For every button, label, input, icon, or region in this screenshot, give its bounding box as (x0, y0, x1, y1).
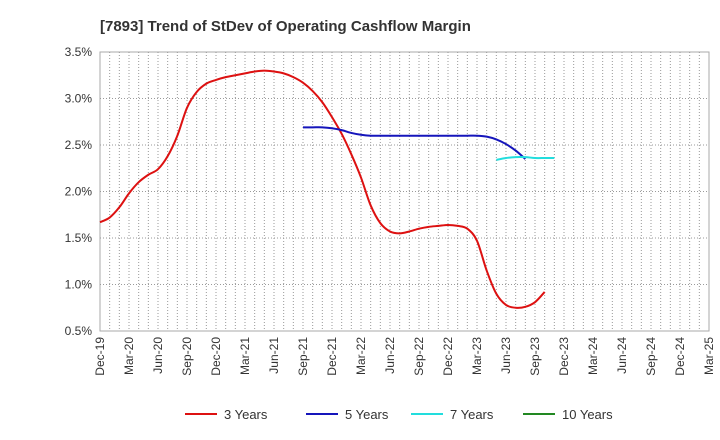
x-tick-label: Dec-24 (673, 337, 687, 376)
x-tick-label: Mar-24 (586, 337, 600, 375)
legend-label: 10 Years (562, 407, 613, 422)
y-tick-label: 1.5% (65, 231, 93, 245)
x-tick-label: Dec-22 (441, 337, 455, 376)
y-tick-labels: 0.5% 1.0% 1.5% 2.0% 2.5% 3.0% 3.5% (65, 45, 93, 338)
legend: 3 Years 5 Years 7 Years 10 Years (185, 407, 613, 422)
series-line-3 (496, 155, 555, 161)
y-gridlines (100, 98, 709, 285)
x-tick-label: Sep-23 (528, 337, 542, 376)
x-tick-label: Mar-21 (238, 337, 252, 375)
series-line-1 (99, 69, 546, 309)
x-tick-label: Mar-20 (122, 337, 136, 375)
x-tick-label: Jun-24 (615, 337, 629, 374)
y-tick-label: 3.0% (65, 92, 93, 106)
series-lines (99, 69, 555, 309)
x-tick-label: Dec-23 (557, 337, 571, 376)
chart-title: [7893] Trend of StDev of Operating Cashf… (100, 18, 471, 35)
x-tick-labels: Dec-19 Mar-20 Jun-20 Sep-20 Dec-20 Mar-21 Jun-… (93, 337, 716, 376)
x-tick-label: Dec-21 (325, 337, 339, 376)
y-tick-label: 0.5% (65, 324, 93, 338)
x-tick-label: Sep-20 (180, 337, 194, 376)
y-tick-label: 3.5% (65, 45, 93, 59)
x-tick-label: Mar-25 (702, 337, 716, 375)
x-tick-label: Jun-20 (151, 337, 165, 374)
x-tick-label: Sep-21 (296, 337, 310, 376)
legend-label: 5 Years (345, 407, 389, 422)
x-tick-label: Dec-20 (209, 337, 223, 376)
y-tick-label: 1.0% (65, 278, 93, 292)
legend-label: 7 Years (450, 407, 494, 422)
series-line-2 (303, 126, 526, 160)
x-tick-label: Sep-24 (644, 337, 658, 376)
y-tick-label: 2.5% (65, 138, 93, 152)
legend-label: 3 Years (224, 407, 268, 422)
x-tick-label: Jun-23 (499, 337, 513, 374)
y-tick-label: 2.0% (65, 185, 93, 199)
plot-frame (99, 51, 710, 332)
x-tick-label: Mar-22 (354, 337, 368, 375)
x-tick-label: Dec-19 (93, 337, 107, 376)
x-tick-label: Jun-22 (383, 337, 397, 374)
x-tick-label: Mar-23 (470, 337, 484, 375)
x-tick-label: Sep-22 (412, 337, 426, 376)
x-tick-label: Jun-21 (267, 337, 281, 374)
